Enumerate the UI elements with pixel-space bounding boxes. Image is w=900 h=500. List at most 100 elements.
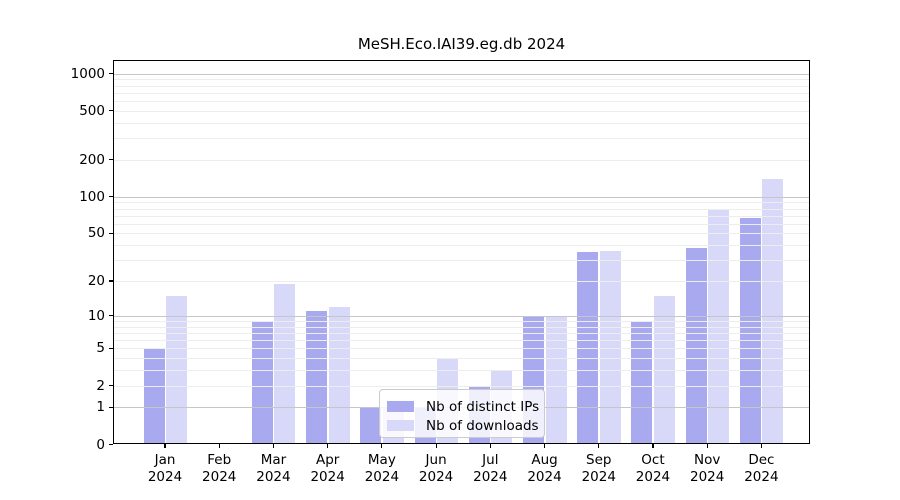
- x-tick-mark: [327, 443, 329, 448]
- legend-label: Nb of distinct IPs: [426, 398, 540, 415]
- x-tick-month: Apr: [315, 452, 340, 468]
- y-tick-label: 20: [87, 273, 105, 290]
- gridline-minor: [113, 233, 810, 235]
- bar-distinct-ips-nov: [685, 247, 707, 444]
- bar-distinct-ips-jan: [143, 348, 165, 444]
- gridline-minor: [113, 245, 810, 247]
- x-tick-label: Aug 2024: [510, 452, 580, 486]
- x-tick-mark: [218, 443, 220, 448]
- x-tick-year: 2024: [473, 469, 508, 485]
- x-tick-mark: [164, 443, 166, 448]
- gridline-minor: [113, 223, 810, 225]
- x-tick-year: 2024: [635, 469, 671, 485]
- bar-downloads-aug: [545, 315, 567, 444]
- y-tick-label: 10: [87, 307, 105, 324]
- gridline-minor: [113, 202, 810, 204]
- x-tick-label: Jan 2024: [130, 452, 200, 486]
- gridline-minor: [113, 358, 810, 360]
- x-tick-year: 2024: [527, 469, 562, 485]
- plot-frame: [113, 60, 810, 444]
- gridline-major: [113, 315, 810, 317]
- gridline-minor: [113, 370, 810, 372]
- plot-area: [113, 60, 810, 444]
- bar-distinct-ips-oct: [631, 320, 653, 444]
- x-tick-month: Jun: [425, 452, 447, 468]
- gridline-minor: [113, 92, 810, 94]
- bar-downloads-nov: [708, 209, 730, 444]
- bar-distinct-ips-may: [360, 407, 382, 444]
- gridline-minor: [113, 101, 810, 103]
- gridline-minor: [113, 159, 810, 161]
- x-tick-month: Jul: [482, 452, 499, 468]
- bar-downloads-dec: [762, 178, 784, 444]
- gridline-minor: [113, 260, 810, 262]
- x-tick-mark: [598, 443, 600, 448]
- legend-item: Nb of distinct IPs: [387, 397, 544, 416]
- x-tick-mark: [435, 443, 437, 448]
- legend-label: Nb of downloads: [426, 417, 539, 434]
- x-tick-month: Mar: [260, 452, 287, 468]
- gridline-minor: [113, 122, 810, 124]
- x-tick-mark: [272, 443, 275, 448]
- y-tick-label: 200: [79, 151, 105, 168]
- bar-distinct-ips-apr: [306, 311, 328, 444]
- x-tick-year: 2024: [256, 469, 291, 485]
- gridline-minor: [113, 85, 810, 87]
- x-tick-month: Dec: [748, 452, 775, 468]
- y-tick-label: 100: [79, 188, 105, 205]
- bar-distinct-ips-sep: [577, 252, 599, 444]
- x-tick-label: Sep 2024: [564, 452, 634, 486]
- gridline-minor: [113, 79, 810, 81]
- x-tick-month: Sep: [586, 452, 612, 468]
- x-tick-year: 2024: [147, 469, 183, 485]
- bar-downloads-sep: [599, 250, 621, 444]
- legend: Nb of distinct IPs Nb of downloads: [379, 389, 545, 438]
- gridline-minor: [113, 138, 810, 140]
- bar-downloads-oct: [653, 295, 675, 444]
- x-tick-label: Apr 2024: [293, 452, 363, 486]
- x-tick-month: May: [367, 452, 396, 468]
- gridline-major: [113, 73, 810, 75]
- bar-distinct-ips-mar: [251, 320, 273, 444]
- x-tick-mark: [760, 443, 762, 448]
- bar-distinct-ips-dec: [739, 218, 761, 444]
- y-tick-label: 0: [96, 436, 105, 453]
- gridline-minor: [113, 348, 810, 350]
- gridline-minor: [113, 326, 810, 328]
- y-tick-label: 50: [87, 225, 105, 242]
- gridline-minor: [113, 110, 810, 112]
- gridline-minor: [113, 320, 810, 322]
- x-tick-year: 2024: [364, 469, 400, 485]
- x-tick-label: Mar 2024: [238, 452, 308, 486]
- x-tick-label: Jul 2024: [455, 452, 525, 486]
- x-tick-month: Aug: [531, 452, 558, 468]
- gridline-minor: [113, 340, 810, 342]
- legend-swatch: [387, 401, 414, 412]
- bar-downloads-jan: [166, 295, 187, 444]
- legend-item: Nb of downloads: [387, 416, 544, 435]
- x-tick-year: 2024: [202, 469, 237, 485]
- gridline-minor: [113, 215, 810, 217]
- bar-downloads-mar: [274, 283, 296, 444]
- x-tick-year: 2024: [744, 469, 779, 485]
- x-tick-year: 2024: [690, 469, 725, 485]
- x-tick-mark: [489, 443, 491, 448]
- y-tick-label: 2: [96, 377, 105, 394]
- gridline-minor: [113, 332, 810, 334]
- x-tick-label: Jun 2024: [401, 452, 471, 486]
- x-tick-label: May 2024: [347, 452, 417, 486]
- x-tick-month: Jan: [154, 452, 176, 468]
- y-tick-label: 500: [79, 102, 105, 119]
- x-tick-year: 2024: [310, 469, 345, 485]
- x-tick-mark: [543, 443, 546, 448]
- x-tick-mark: [381, 443, 383, 448]
- x-tick-label: Feb 2024: [184, 452, 254, 486]
- gridline-minor: [113, 385, 810, 387]
- x-tick-month: Feb: [207, 452, 232, 468]
- chart-title: MeSH.Eco.IAI39.eg.db 2024: [357, 35, 566, 53]
- x-tick-year: 2024: [418, 469, 454, 485]
- gridline-major: [113, 196, 810, 198]
- x-tick-label: Dec 2024: [726, 452, 796, 486]
- y-tick-label: 1: [96, 399, 105, 416]
